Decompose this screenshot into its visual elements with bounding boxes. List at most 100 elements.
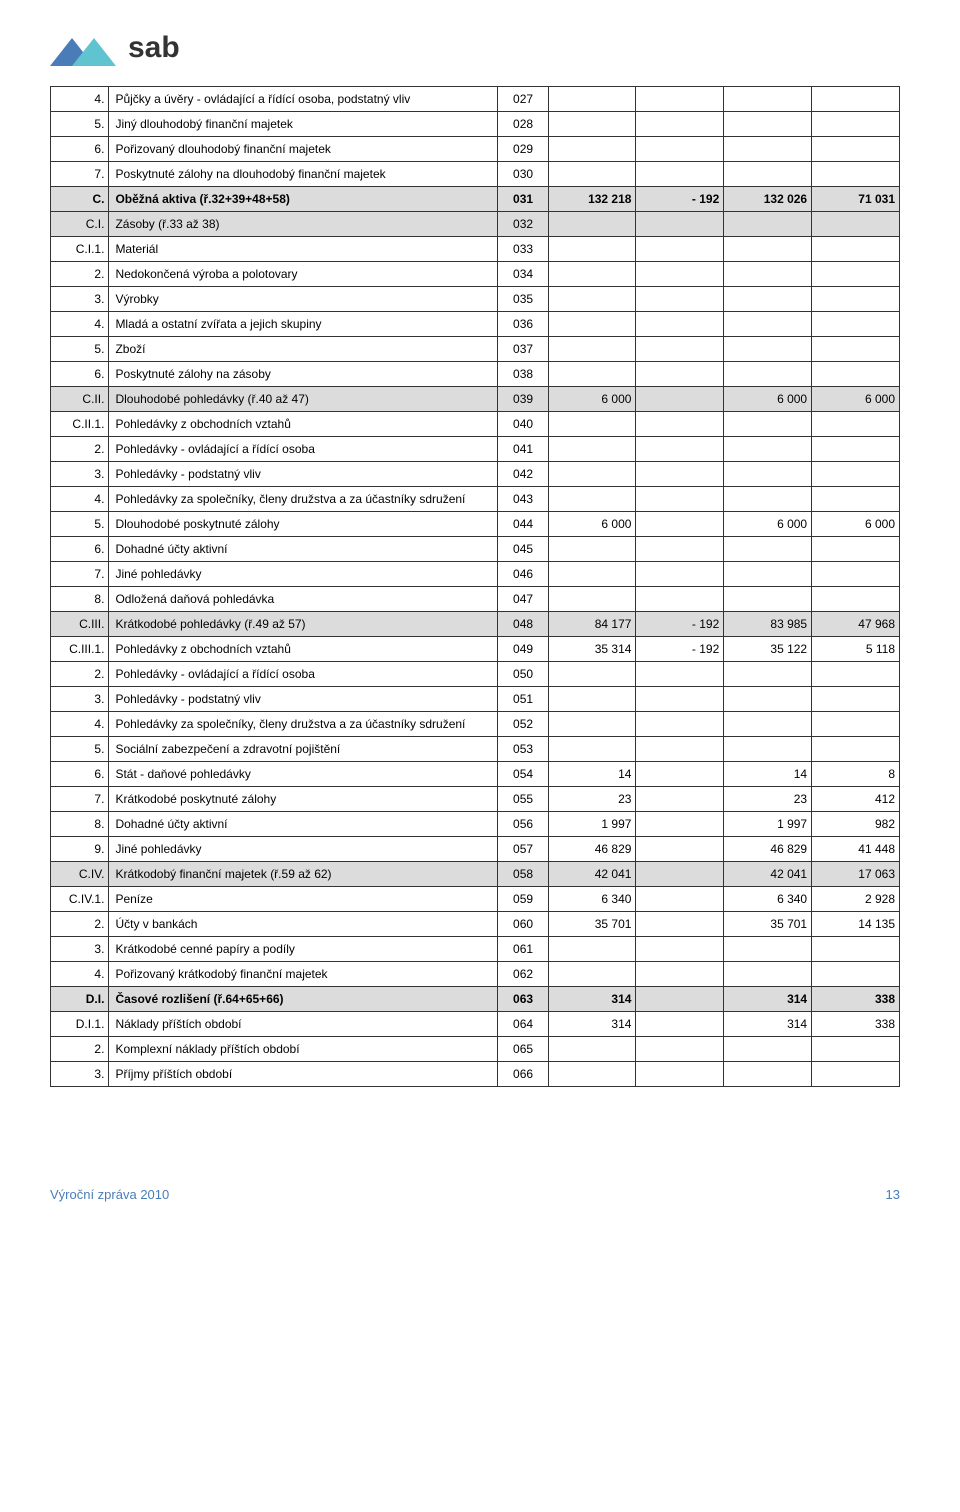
row-val-2 [636,562,724,587]
row-number: 8. [51,587,109,612]
row-number: C. [51,187,109,212]
row-val-3 [724,537,812,562]
row-number: C.III.1. [51,637,109,662]
row-number: 5. [51,337,109,362]
row-val-2 [636,237,724,262]
row-val-2 [636,112,724,137]
row-code: 041 [498,437,548,462]
row-code: 034 [498,262,548,287]
table-row: 2.Účty v bankách06035 70135 70114 135 [51,912,900,937]
row-code: 057 [498,837,548,862]
row-val-3: 83 985 [724,612,812,637]
row-code: 059 [498,887,548,912]
row-label: Poskytnuté zálohy na zásoby [109,362,498,387]
row-label: Dohadné účty aktivní [109,812,498,837]
row-number: 2. [51,662,109,687]
row-val-3 [724,87,812,112]
row-number: 6. [51,137,109,162]
row-val-2 [636,462,724,487]
row-label: Zásoby (ř.33 až 38) [109,212,498,237]
table-row: C.I.Zásoby (ř.33 až 38)032 [51,212,900,237]
row-label: Krátkodobé poskytnuté zálohy [109,787,498,812]
row-val-2 [636,1037,724,1062]
row-code: 038 [498,362,548,387]
row-val-3 [724,1037,812,1062]
row-number: 8. [51,812,109,837]
row-val-2 [636,312,724,337]
row-code: 053 [498,737,548,762]
row-val-1 [548,587,636,612]
row-code: 048 [498,612,548,637]
row-val-3 [724,112,812,137]
table-row: 6.Pořizovaný dlouhodobý finanční majetek… [51,137,900,162]
row-code: 039 [498,387,548,412]
table-row: D.I.Časové rozlišení (ř.64+65+66)0633143… [51,987,900,1012]
row-number: C.II. [51,387,109,412]
row-val-2 [636,1012,724,1037]
row-label: Pohledávky - ovládající a řídící osoba [109,437,498,462]
row-val-3 [724,562,812,587]
table-row: C.IV.1.Peníze0596 3406 3402 928 [51,887,900,912]
row-number: 7. [51,162,109,187]
row-number: C.II.1. [51,412,109,437]
row-code: 051 [498,687,548,712]
row-code: 030 [498,162,548,187]
row-val-1: 23 [548,787,636,812]
row-val-1 [548,337,636,362]
row-val-3: 6 340 [724,887,812,912]
row-label: Pohledávky z obchodních vztahů [109,637,498,662]
row-val-4: 8 [812,762,900,787]
row-val-4 [812,1037,900,1062]
row-code: 029 [498,137,548,162]
row-code: 054 [498,762,548,787]
row-number: 4. [51,312,109,337]
row-val-1 [548,237,636,262]
row-label: Náklady příštích období [109,1012,498,1037]
row-code: 061 [498,937,548,962]
row-code: 036 [498,312,548,337]
row-code: 037 [498,337,548,362]
row-code: 045 [498,537,548,562]
row-code: 056 [498,812,548,837]
row-val-3 [724,162,812,187]
row-number: 4. [51,487,109,512]
row-val-3: 314 [724,987,812,1012]
row-number: 7. [51,787,109,812]
row-code: 066 [498,1062,548,1087]
row-number: 9. [51,837,109,862]
row-val-1 [548,437,636,462]
row-number: C.I. [51,212,109,237]
row-label: Pořizovaný dlouhodobý finanční majetek [109,137,498,162]
row-val-3 [724,237,812,262]
row-number: 5. [51,112,109,137]
row-val-3: 35 701 [724,912,812,937]
row-val-2 [636,887,724,912]
row-val-1 [548,662,636,687]
row-val-1: 314 [548,987,636,1012]
row-val-2 [636,762,724,787]
row-val-3: 6 000 [724,387,812,412]
balance-sheet-table: 4.Půjčky a úvěry - ovládající a řídící o… [50,86,900,1087]
row-val-1: 35 701 [548,912,636,937]
row-val-1: 14 [548,762,636,787]
row-code: 047 [498,587,548,612]
row-code: 050 [498,662,548,687]
row-code: 060 [498,912,548,937]
row-val-4 [812,687,900,712]
table-row: 8.Odložená daňová pohledávka047 [51,587,900,612]
row-val-4 [812,262,900,287]
row-code: 035 [498,287,548,312]
row-val-1: 132 218 [548,187,636,212]
row-val-3 [724,412,812,437]
row-val-3 [724,712,812,737]
row-val-4 [812,362,900,387]
table-row: 7.Poskytnuté zálohy na dlouhodobý finanč… [51,162,900,187]
row-val-3 [724,662,812,687]
table-row: 2.Pohledávky - ovládající a řídící osoba… [51,662,900,687]
row-val-3 [724,937,812,962]
row-val-1 [548,212,636,237]
table-row: 2.Nedokončená výroba a polotovary034 [51,262,900,287]
row-label: Pohledávky - ovládající a řídící osoba [109,662,498,687]
row-number: 2. [51,262,109,287]
table-row: 4.Mladá a ostatní zvířata a jejich skupi… [51,312,900,337]
